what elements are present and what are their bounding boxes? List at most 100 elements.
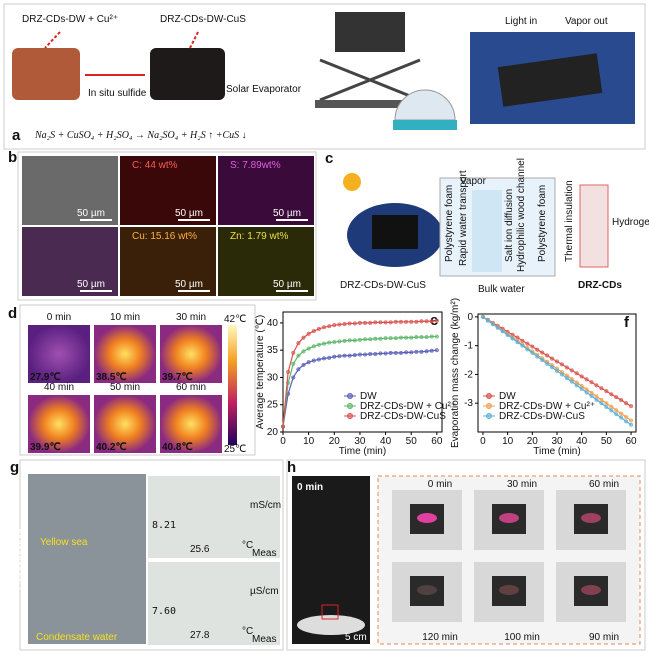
dome	[394, 89, 456, 121]
plot-frame	[282, 311, 443, 433]
marker	[337, 354, 342, 359]
label: Vapor out	[565, 16, 608, 27]
marker	[594, 383, 599, 388]
marker	[327, 355, 332, 360]
legend-label: DRZ-CDs-DW + Cu²⁺	[499, 401, 595, 412]
marker	[388, 350, 393, 355]
marker	[321, 341, 327, 346]
legend-marker	[347, 403, 353, 409]
scale-label: 50 µm	[77, 279, 105, 290]
time-label: 60 min	[176, 382, 206, 393]
temperature: 25.6	[190, 544, 210, 555]
marker	[429, 334, 434, 339]
marker	[550, 356, 555, 361]
conductivity-photo	[28, 474, 146, 644]
marker	[599, 397, 604, 402]
y-axis-label: Average temperature (℃)	[255, 315, 266, 429]
marker	[559, 372, 564, 377]
marker	[311, 344, 316, 349]
x-tick-label: 20	[329, 436, 341, 447]
sem-image	[22, 227, 118, 296]
marker	[357, 337, 362, 342]
marker	[352, 338, 357, 343]
marker	[404, 350, 409, 355]
marker	[414, 319, 419, 324]
label: DRZ-CDs	[578, 280, 622, 291]
marker	[296, 341, 301, 346]
salt-spot	[417, 513, 437, 523]
x-tick-label: 50	[601, 436, 613, 447]
marker	[564, 365, 569, 370]
marker	[357, 320, 362, 325]
map-label: Cu: 15.16 wt%	[132, 231, 197, 242]
mode: Meas	[252, 634, 276, 645]
marker	[316, 342, 321, 347]
sem-image	[218, 227, 314, 296]
legend-marker	[486, 403, 492, 409]
marker	[363, 337, 368, 342]
y-tick-label: 30	[267, 372, 279, 383]
marker	[368, 320, 373, 325]
scale-label: 50 µm	[273, 279, 301, 290]
marker	[554, 368, 560, 374]
marker	[291, 350, 296, 355]
marker	[525, 347, 530, 352]
time-label: 100 min	[504, 632, 540, 643]
marker	[599, 401, 604, 406]
marker	[490, 322, 495, 327]
marker	[619, 411, 624, 416]
marker	[378, 336, 383, 341]
marker	[316, 357, 321, 362]
marker	[280, 424, 286, 429]
arrow	[189, 31, 199, 49]
marker	[604, 401, 609, 406]
marker	[301, 335, 306, 340]
x-tick-label: 40	[380, 436, 392, 447]
time-label: 30 min	[176, 312, 206, 323]
temperature: 27.8	[190, 630, 210, 641]
panel-label: d	[8, 305, 17, 322]
x-tick-label: 30	[551, 436, 563, 447]
salt-spot	[581, 513, 601, 523]
marker	[337, 339, 342, 344]
legend-marker	[486, 393, 492, 399]
temp-label: 39.7℃	[162, 372, 193, 383]
evaporator-block	[497, 53, 603, 107]
marker	[619, 398, 624, 403]
x-tick-label: 20	[527, 436, 539, 447]
unit: µS/cm	[250, 586, 279, 597]
marker	[540, 357, 545, 363]
marker	[373, 351, 378, 357]
time-label: 0 min	[428, 479, 452, 490]
marker	[301, 349, 306, 354]
marker	[291, 375, 296, 380]
marker	[383, 351, 388, 356]
marker	[327, 324, 332, 329]
marker	[609, 408, 614, 413]
label: Rapid water transport	[458, 170, 469, 266]
marker	[321, 325, 327, 330]
marker	[530, 350, 535, 355]
temp-label: 39.9℃	[30, 442, 61, 453]
marker	[363, 352, 368, 357]
marker	[404, 335, 409, 340]
label: DRZ-CDs-DW-CuS	[340, 280, 426, 291]
map-label: Zn: 1.79 wt%	[230, 231, 288, 242]
marker	[515, 335, 520, 340]
meter-display	[148, 562, 280, 645]
label: Thermal insulation	[564, 180, 575, 262]
highlight	[321, 604, 339, 620]
foam-image	[12, 48, 80, 100]
marker	[424, 349, 429, 354]
marker	[624, 414, 629, 420]
sun	[343, 173, 361, 191]
marker	[393, 350, 398, 355]
marker	[495, 325, 500, 330]
salt-spot	[499, 513, 519, 523]
dish	[297, 615, 365, 635]
y-tick-label: 35	[267, 345, 279, 356]
marker	[373, 320, 378, 325]
legend-label: DRZ-CDs-DW-CuS	[499, 411, 585, 422]
marker	[609, 404, 614, 409]
